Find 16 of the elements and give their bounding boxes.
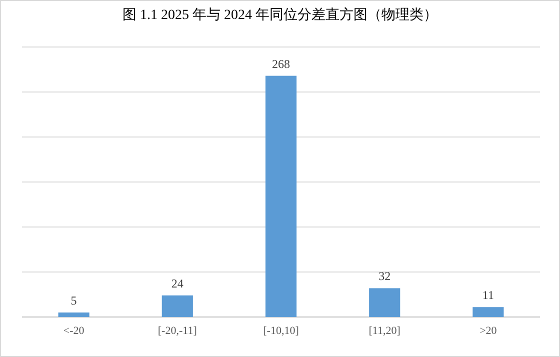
data-label: 11 bbox=[482, 288, 494, 302]
x-tick-label: [-10,10] bbox=[263, 325, 299, 337]
x-tick-label: [-20,-11] bbox=[158, 325, 197, 337]
x-tick-label: <-20 bbox=[63, 325, 85, 337]
data-label: 268 bbox=[272, 56, 290, 71]
bar bbox=[369, 288, 400, 317]
bar bbox=[472, 307, 504, 317]
chart-title: 图 1.1 2025 年与 2024 年同位分差直方图（物理类） bbox=[122, 7, 438, 23]
data-label: 24 bbox=[171, 276, 184, 290]
data-label: 5 bbox=[70, 294, 77, 308]
data-label: 32 bbox=[378, 269, 391, 284]
bar bbox=[58, 312, 90, 317]
bar bbox=[162, 295, 193, 317]
bar bbox=[265, 76, 297, 317]
x-tick-label: [11,20] bbox=[368, 325, 400, 337]
x-tick-label: >20 bbox=[480, 325, 498, 337]
